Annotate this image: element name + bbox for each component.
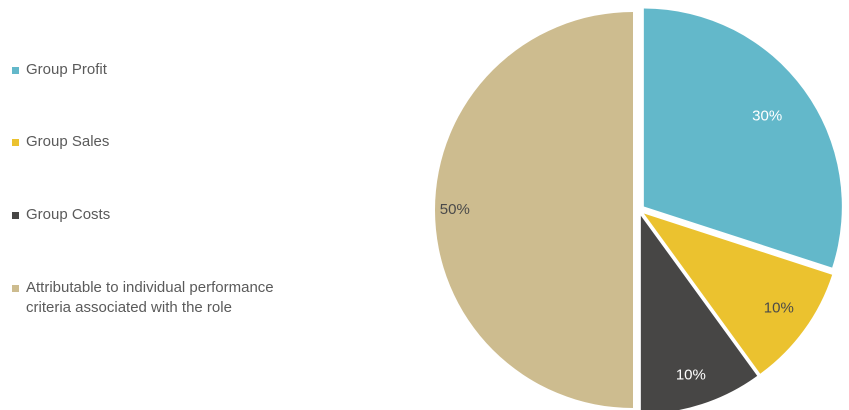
pie-chart-svg: 30% 10% 10% 50%	[435, 8, 842, 410]
legend-item-group-costs: Group Costs	[12, 205, 296, 225]
pie-slice-group-sales	[643, 213, 833, 374]
slice-label-group-costs: 10%	[676, 367, 706, 384]
legend-label-group-sales: Group Sales	[26, 133, 110, 150]
pie-slice-individual-performance	[435, 12, 633, 408]
legend-swatch-group-profit	[12, 67, 19, 74]
chart-legend: Group Profit Group Sales Group Costs Att…	[12, 0, 312, 410]
slice-label-group-sales: 10%	[764, 299, 794, 316]
legend-swatch-group-costs	[12, 212, 19, 219]
legend-item-group-sales: Group Sales	[12, 132, 296, 152]
slice-label-group-profit: 30%	[752, 108, 782, 125]
legend-label-individual-performance: Attributable to individual performance c…	[26, 279, 274, 316]
legend-label-group-costs: Group Costs	[26, 206, 111, 223]
pie-slice-group-profit	[643, 8, 842, 268]
legend-item-group-profit: Group Profit	[12, 60, 296, 80]
slice-label-individual-performance: 50%	[440, 201, 470, 218]
legend-swatch-group-sales	[12, 139, 19, 146]
legend-item-individual-performance: Attributable to individual performance c…	[12, 278, 296, 318]
pie-slice-group-costs	[640, 215, 758, 410]
pie-chart: 30% 10% 10% 50%	[420, 0, 849, 410]
legend-swatch-individual-performance	[12, 285, 19, 292]
legend-label-group-profit: Group Profit	[26, 61, 107, 78]
